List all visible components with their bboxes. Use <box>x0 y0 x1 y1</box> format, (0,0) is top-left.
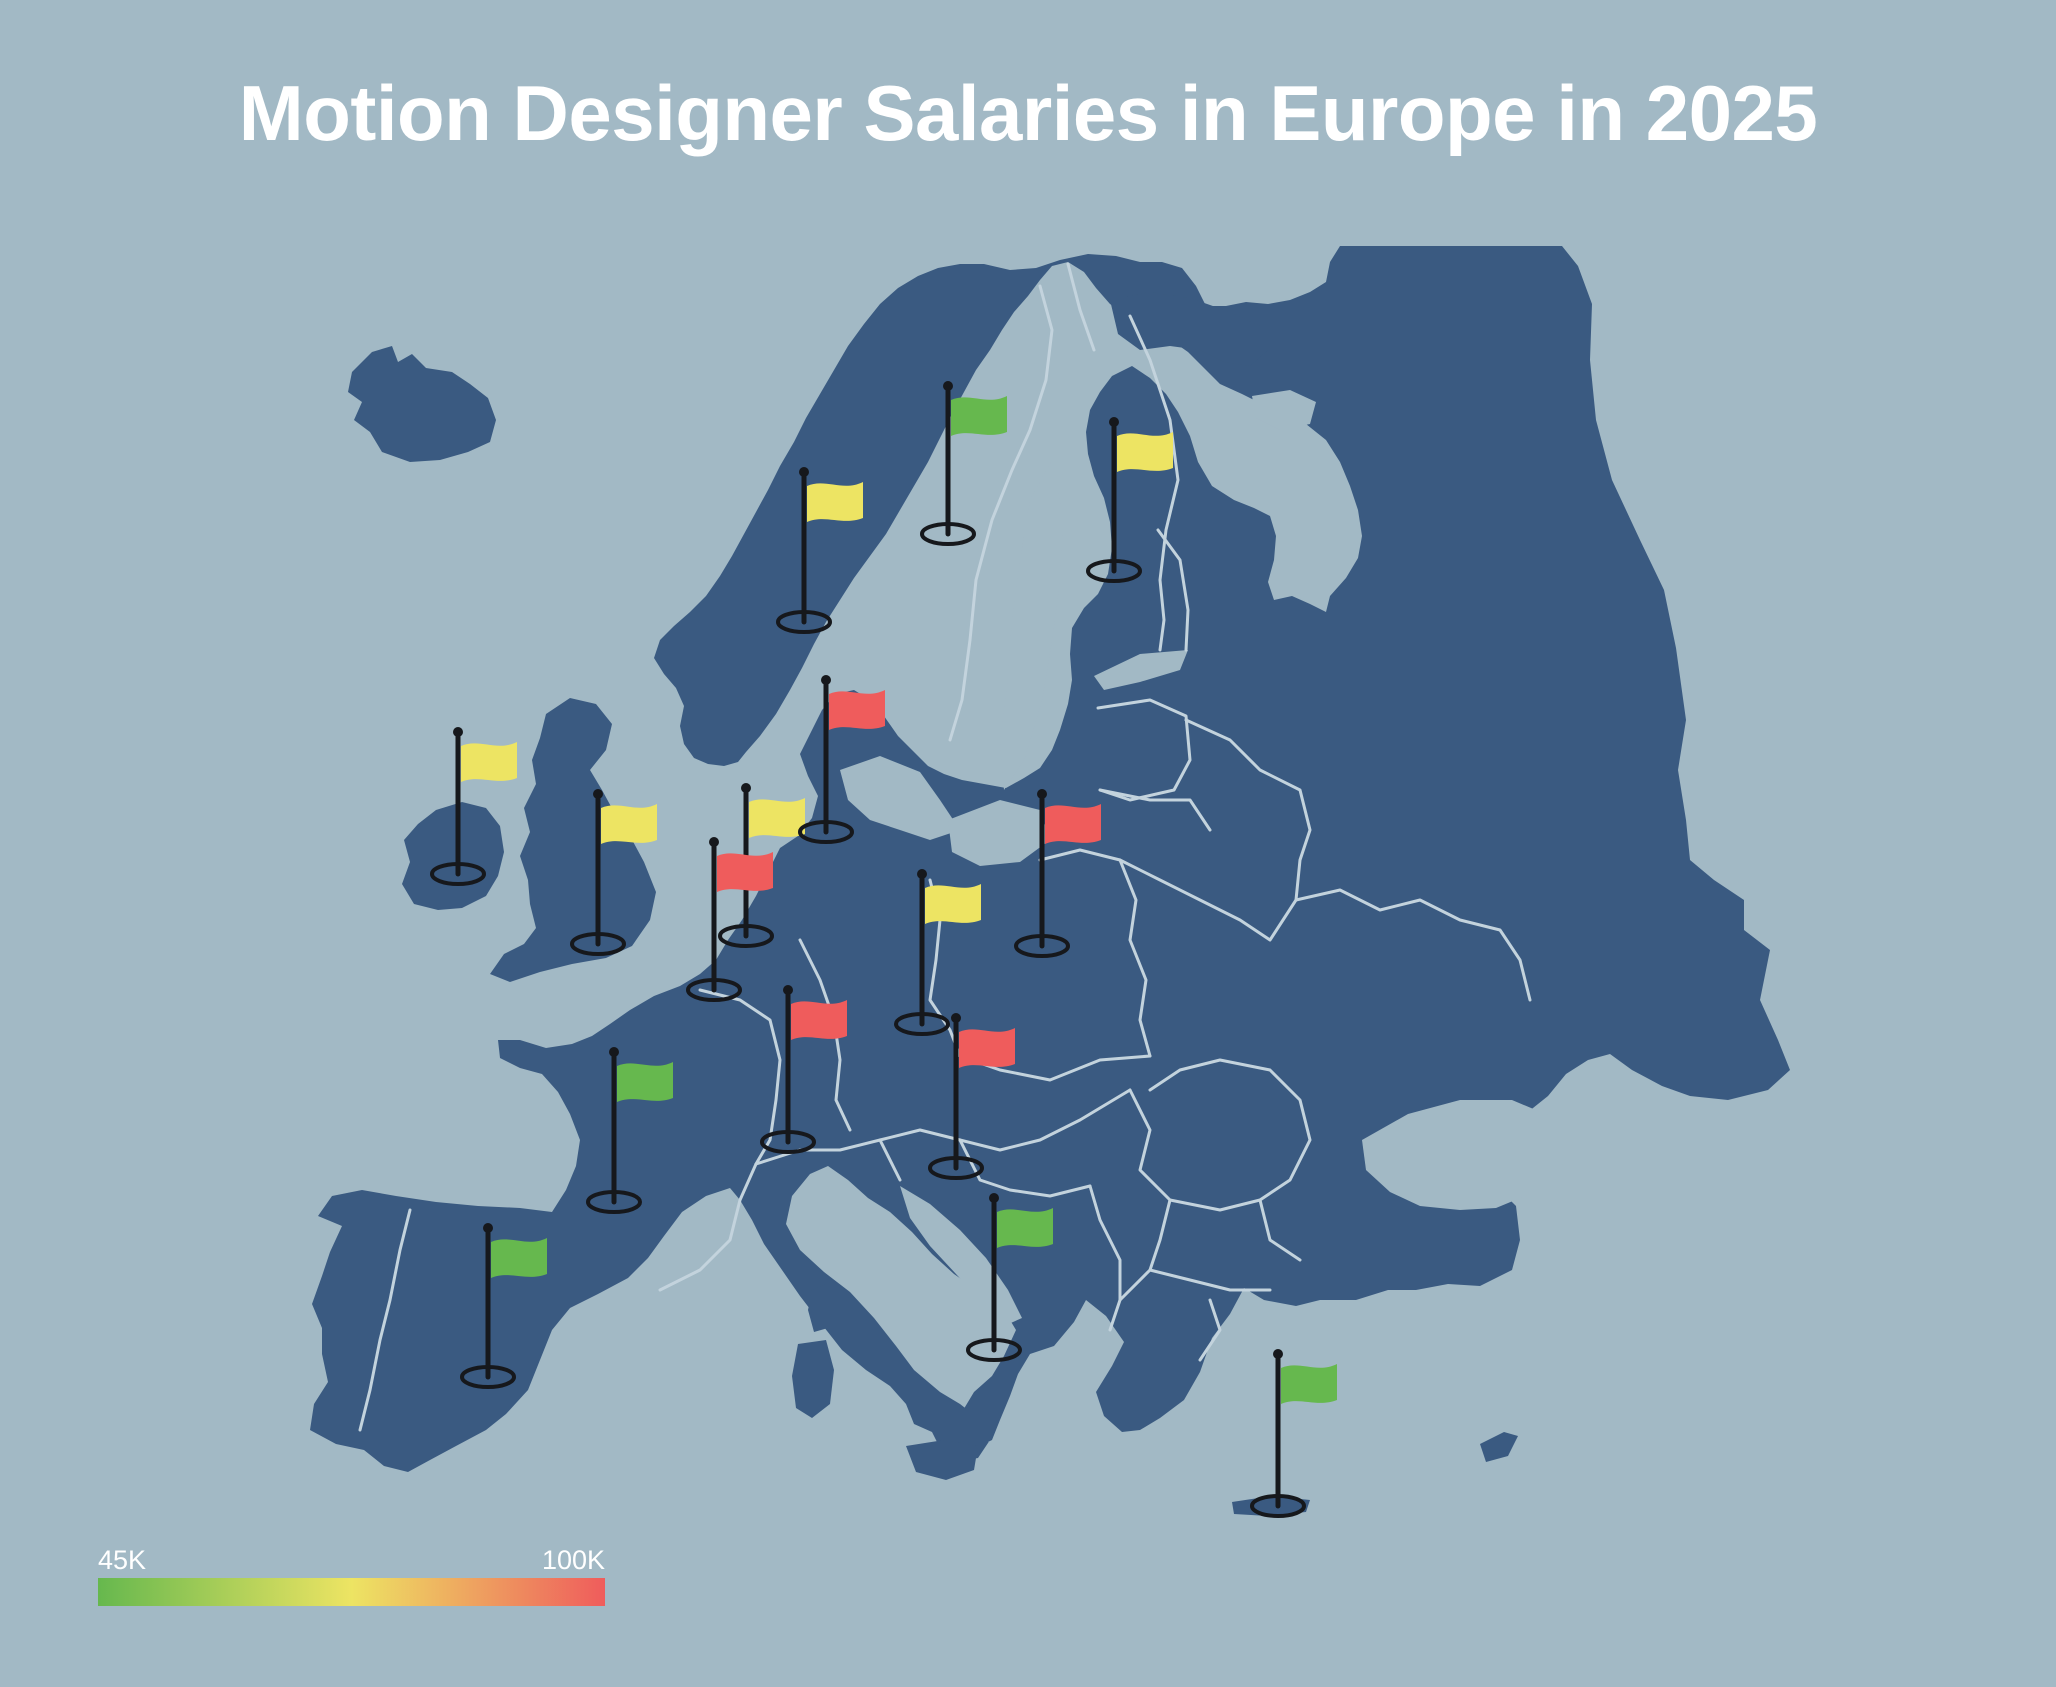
great-britain-landmass <box>490 698 656 982</box>
flag-finial-netherlands <box>741 783 751 793</box>
flag-finial-germany <box>917 869 927 879</box>
flag-finial-italy <box>989 1193 999 1203</box>
flag-marker-denmark <box>798 675 885 844</box>
flag-finial-denmark <box>821 675 831 685</box>
map-title: Motion Designer Salaries in Europe in 20… <box>238 69 1818 157</box>
flag-cloth-germany <box>925 884 981 924</box>
flag-cloth-ireland <box>461 742 517 782</box>
iceland-landmass <box>348 346 496 462</box>
sicily-landmass <box>906 1440 978 1480</box>
legend-gradient-bar <box>98 1578 605 1606</box>
flag-finial-spain <box>483 1223 493 1233</box>
flag-finial-switzerland <box>783 985 793 995</box>
legend-min-label: 45K <box>98 1545 147 1575</box>
flag-finial-belgium <box>709 837 719 847</box>
baltic-sea-west <box>840 756 960 840</box>
country-borders <box>358 262 1532 1432</box>
flag-marker-sweden <box>920 381 1007 546</box>
crete-landmass <box>1232 1496 1310 1516</box>
black-sea <box>1362 1100 1574 1210</box>
flag-marker-spain <box>460 1223 547 1389</box>
flag-marker-italy <box>966 1193 1053 1362</box>
flag-finial-austria <box>951 1013 961 1023</box>
flag-finial-france <box>609 1047 619 1057</box>
flag-cloth-france <box>617 1062 673 1102</box>
ireland-landmass <box>402 802 504 910</box>
gulf-of-bothnia <box>1000 460 1064 790</box>
cyprus-landmass <box>1480 1432 1518 1462</box>
flag-cloth-switzerland <box>791 1000 847 1040</box>
flag-cloth-italy <box>997 1208 1053 1248</box>
corsica-landmass <box>808 1284 834 1332</box>
flag-marker-norway <box>776 467 863 634</box>
flag-finial-ireland <box>453 727 463 737</box>
sardinia-landmass <box>792 1340 834 1418</box>
flag-finial-poland <box>1037 789 1047 799</box>
flag-marker-ireland <box>430 727 517 886</box>
legend-max-label: 100K <box>541 1545 605 1575</box>
baltic-sea-south <box>948 800 1050 866</box>
flag-finial-norway <box>799 467 809 477</box>
flag-cloth-belgium <box>717 852 773 892</box>
flag-cloth-greece <box>1281 1364 1337 1404</box>
flag-cloth-norway <box>807 482 863 522</box>
flag-finial-greece <box>1273 1349 1283 1359</box>
flag-marker-greece <box>1250 1349 1337 1518</box>
flag-finial-finland <box>1109 417 1119 427</box>
flag-marker-france <box>586 1047 673 1214</box>
flag-marker-poland <box>1014 789 1101 958</box>
flag-marker-germany <box>894 869 981 1036</box>
flag-cloth-finland <box>1117 432 1173 472</box>
flag-cloth-netherlands <box>749 798 805 838</box>
flag-cloth-denmark <box>829 690 885 730</box>
flag-marker-belgium <box>686 837 773 1002</box>
flag-finial-united-kingdom <box>593 789 603 799</box>
flag-finial-sweden <box>943 381 953 391</box>
gulf-of-finland <box>1094 650 1188 690</box>
flag-marker-finland <box>1086 417 1173 583</box>
flag-cloth-spain <box>491 1238 547 1278</box>
flag-marker-austria <box>928 1013 1015 1180</box>
flag-cloth-sweden <box>951 396 1007 436</box>
flag-cloth-poland <box>1045 804 1101 844</box>
kola-peninsula-landmass <box>1110 292 1268 366</box>
flag-marker-switzerland <box>760 985 847 1154</box>
flag-marker-united-kingdom <box>570 789 657 956</box>
white-sea <box>1252 390 1316 430</box>
flag-cloth-austria <box>959 1028 1015 1068</box>
flag-cloth-united-kingdom <box>601 804 657 844</box>
salary-legend: 45K 100K <box>98 1545 605 1607</box>
